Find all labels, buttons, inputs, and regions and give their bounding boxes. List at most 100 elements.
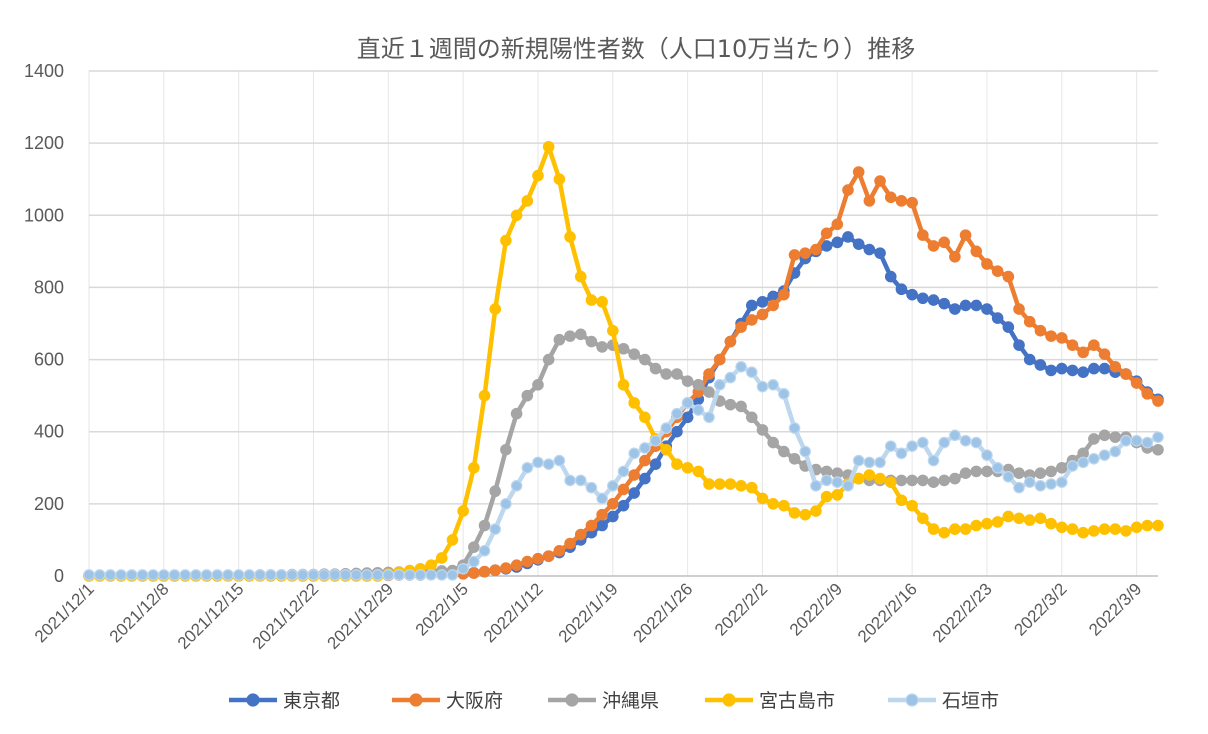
- data-point: [1088, 452, 1100, 465]
- data-point: [1098, 449, 1111, 461]
- data-point: [211, 569, 224, 581]
- data-point: [724, 371, 737, 384]
- data-point: [425, 569, 437, 581]
- data-point: [713, 353, 726, 366]
- data-point: [671, 368, 683, 380]
- data-point: [703, 411, 715, 424]
- data-point: [382, 569, 395, 581]
- y-tick-label: 400: [34, 422, 64, 442]
- data-point: [938, 236, 950, 249]
- data-point: [681, 461, 694, 474]
- data-point: [884, 440, 897, 452]
- data-point: [510, 480, 523, 492]
- data-point: [468, 461, 480, 474]
- data-point: [243, 569, 256, 581]
- data-point: [745, 299, 758, 312]
- data-point: [521, 389, 534, 402]
- data-point: [1066, 460, 1079, 472]
- data-point: [639, 472, 651, 485]
- data-point: [532, 379, 544, 391]
- data-point: [938, 436, 950, 449]
- data-point: [275, 569, 288, 581]
- data-point: [1013, 339, 1025, 351]
- data-point: [820, 240, 833, 252]
- data-point: [489, 303, 502, 315]
- data-point: [489, 523, 502, 535]
- data-point: [788, 507, 801, 519]
- data-point: [927, 454, 940, 467]
- x-tick-label: 2022/1/26: [630, 579, 697, 646]
- data-point: [981, 449, 993, 461]
- data-point: [724, 398, 737, 411]
- legend-swatch-marker: [409, 693, 423, 707]
- data-point: [959, 299, 972, 312]
- data-point: [895, 195, 908, 207]
- data-point: [478, 565, 491, 578]
- data-point: [681, 397, 694, 409]
- data-point: [745, 314, 758, 326]
- data-point: [927, 240, 940, 252]
- data-point: [639, 353, 651, 366]
- data-point: [756, 308, 769, 321]
- data-point: [884, 476, 897, 489]
- data-point: [917, 292, 929, 305]
- legend-label: 石垣市: [942, 690, 999, 712]
- data-point: [414, 569, 427, 581]
- data-point: [842, 184, 854, 196]
- data-point: [917, 229, 929, 241]
- data-point: [1077, 366, 1089, 378]
- data-point: [1141, 519, 1154, 532]
- data-point: [617, 465, 630, 478]
- data-point: [874, 175, 886, 187]
- data-point: [532, 552, 544, 565]
- data-point: [553, 333, 566, 346]
- legend-swatch-marker: [565, 693, 579, 707]
- legend-item: 石垣市: [888, 690, 999, 712]
- data-point: [307, 569, 320, 581]
- data-point: [756, 380, 769, 393]
- data-point: [799, 247, 812, 259]
- data-point: [831, 476, 844, 489]
- data-point: [83, 569, 95, 581]
- legend-swatch-marker: [246, 693, 260, 707]
- data-point: [938, 526, 950, 539]
- y-tick-label: 600: [34, 350, 64, 370]
- data-point: [446, 569, 459, 581]
- data-point: [820, 227, 833, 240]
- data-point: [927, 294, 940, 306]
- data-point: [596, 492, 608, 505]
- y-tick-label: 0: [54, 566, 64, 586]
- data-point: [542, 140, 555, 153]
- data-point: [1152, 395, 1164, 407]
- data-point: [254, 569, 266, 581]
- data-point: [521, 555, 534, 568]
- data-point: [970, 465, 983, 478]
- data-point: [938, 474, 950, 487]
- data-point: [500, 443, 512, 456]
- data-point: [574, 474, 587, 487]
- data-point: [895, 474, 908, 487]
- data-point: [585, 294, 598, 306]
- legend: 東京都 大阪府 沖縄県 宮古島市 石垣市: [229, 690, 999, 712]
- data-point: [1109, 523, 1122, 535]
- data-point: [1098, 429, 1111, 442]
- data-point: [617, 499, 630, 512]
- series-line: [86, 144, 1161, 579]
- data-point: [350, 569, 363, 581]
- x-tick-label: 2022/1/12: [480, 579, 547, 646]
- data-point: [468, 555, 480, 568]
- data-point: [1066, 523, 1079, 535]
- data-point: [788, 249, 801, 261]
- data-point: [767, 498, 779, 510]
- data-point: [660, 368, 673, 380]
- data-point: [810, 243, 822, 256]
- data-point: [1120, 525, 1132, 537]
- data-point: [927, 476, 940, 489]
- data-point: [1055, 476, 1068, 489]
- data-point: [339, 569, 352, 581]
- data-point: [564, 537, 576, 550]
- data-point: [906, 499, 918, 512]
- data-point: [692, 465, 705, 478]
- data-point: [136, 569, 149, 581]
- data-point: [649, 458, 662, 470]
